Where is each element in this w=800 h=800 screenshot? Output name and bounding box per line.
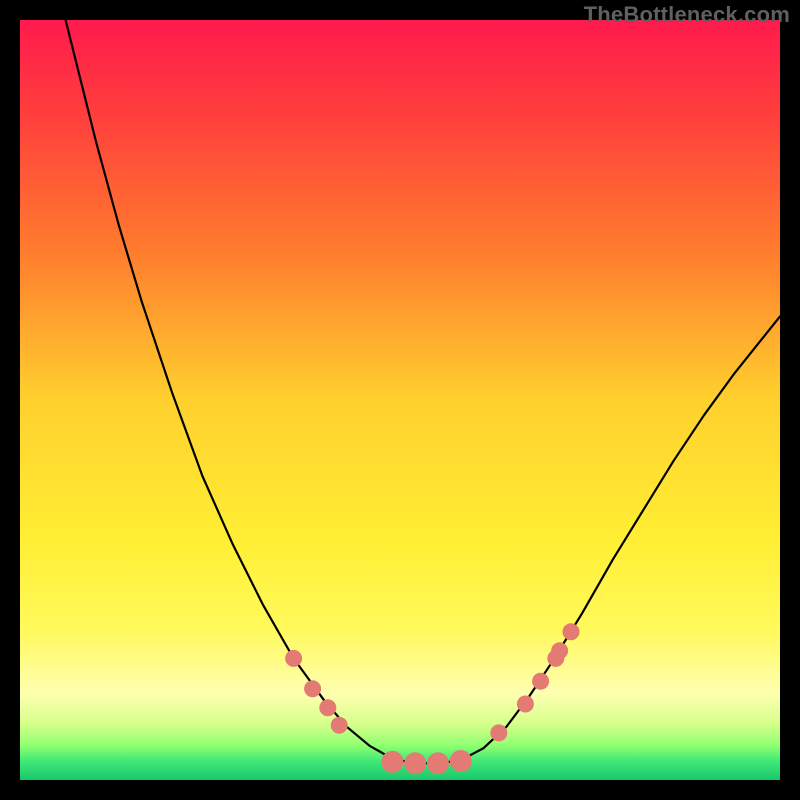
curve-marker (427, 752, 449, 774)
bottleneck-curve-chart (0, 0, 800, 800)
curve-marker (551, 642, 568, 659)
curve-marker (404, 752, 426, 774)
curve-marker (490, 724, 507, 741)
curve-marker (563, 623, 580, 640)
curve-marker (532, 673, 549, 690)
curve-marker (304, 680, 321, 697)
gradient-panel (20, 20, 780, 780)
curve-marker (319, 699, 336, 716)
curve-marker (285, 650, 302, 667)
curve-marker (381, 751, 403, 773)
curve-marker (517, 696, 534, 713)
curve-marker (331, 717, 348, 734)
curve-marker (450, 750, 472, 772)
watermark-text: TheBottleneck.com (584, 2, 790, 28)
chart-frame: TheBottleneck.com (0, 0, 800, 800)
